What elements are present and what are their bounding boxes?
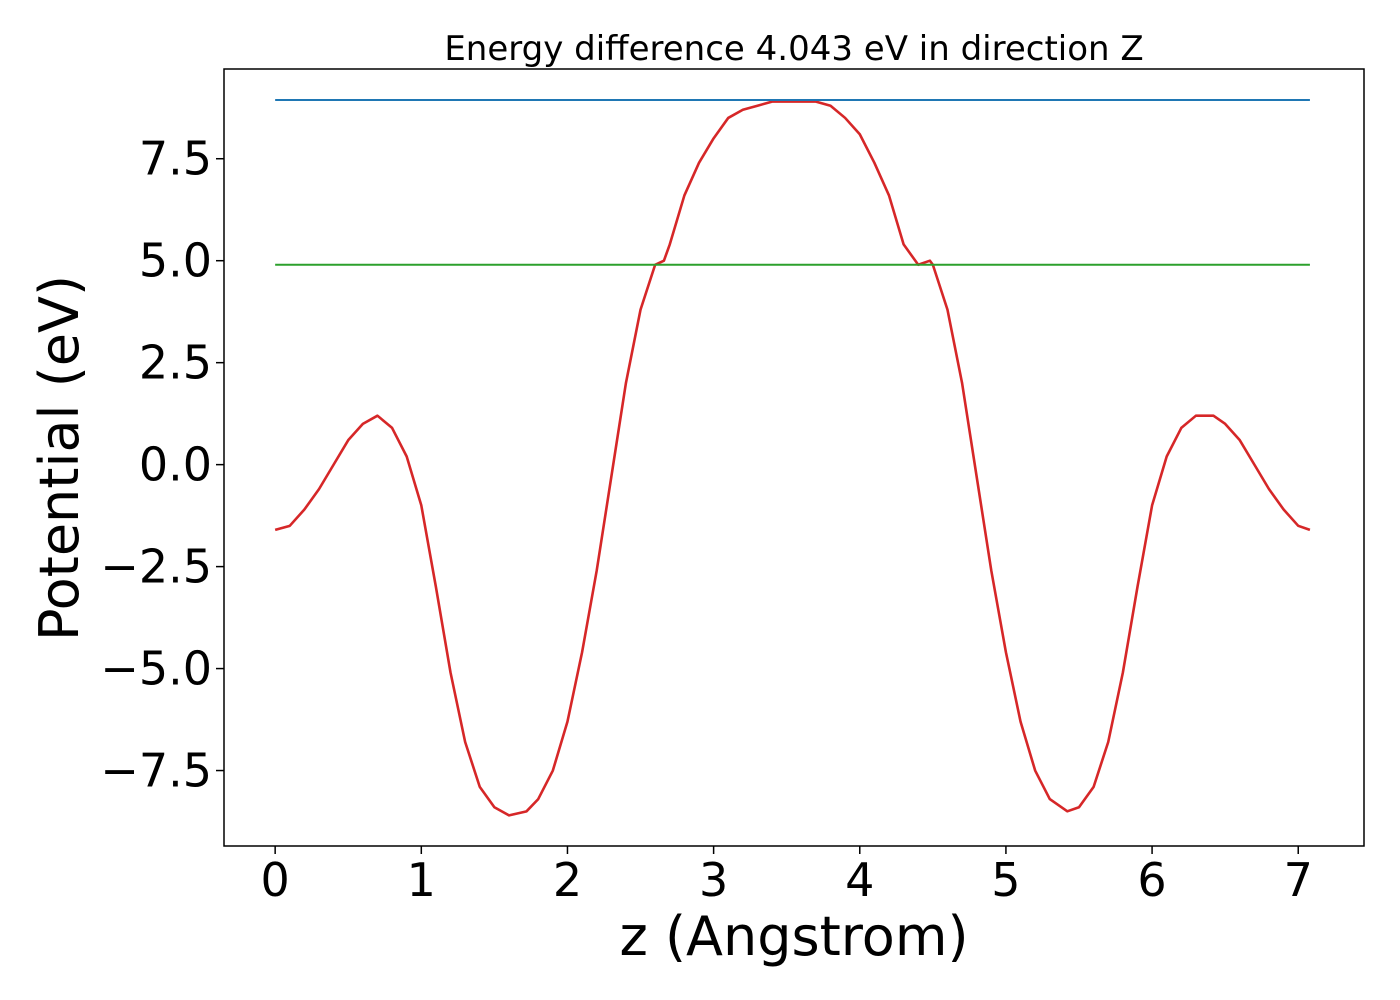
y-tick-label: −7.5 <box>100 744 212 798</box>
x-axis-ticks: 0 1 2 3 4 5 6 7 <box>261 846 1313 907</box>
x-tick-label: 1 <box>407 853 436 907</box>
y-tick-label: 0.0 <box>139 438 212 492</box>
y-tick-label: −5.0 <box>100 642 212 696</box>
chart-title: Energy difference 4.043 eV in direction … <box>444 29 1143 69</box>
x-tick-label: 4 <box>845 853 874 907</box>
axes-frame <box>223 68 1365 847</box>
y-tick-label: 2.5 <box>139 336 212 390</box>
y-tick-label: 7.5 <box>139 132 212 186</box>
x-tick-label: 7 <box>1284 853 1313 907</box>
y-tick-label: −2.5 <box>100 540 212 594</box>
y-axis-title: Potential (eV) <box>28 275 91 641</box>
y-axis-ticks: 7.5 5.0 2.5 0.0 −2.5 −5.0 −7.5 <box>100 132 224 798</box>
x-tick-label: 0 <box>261 853 290 907</box>
x-axis-title: z (Angstrom) <box>619 905 968 968</box>
x-tick-label: 3 <box>699 853 728 907</box>
x-tick-label: 2 <box>553 853 582 907</box>
y-tick-label: 5.0 <box>139 234 212 288</box>
plot-area <box>274 99 1311 817</box>
x-tick-label: 6 <box>1137 853 1166 907</box>
x-tick-label: 5 <box>991 853 1020 907</box>
series-line-0 <box>274 100 1311 817</box>
